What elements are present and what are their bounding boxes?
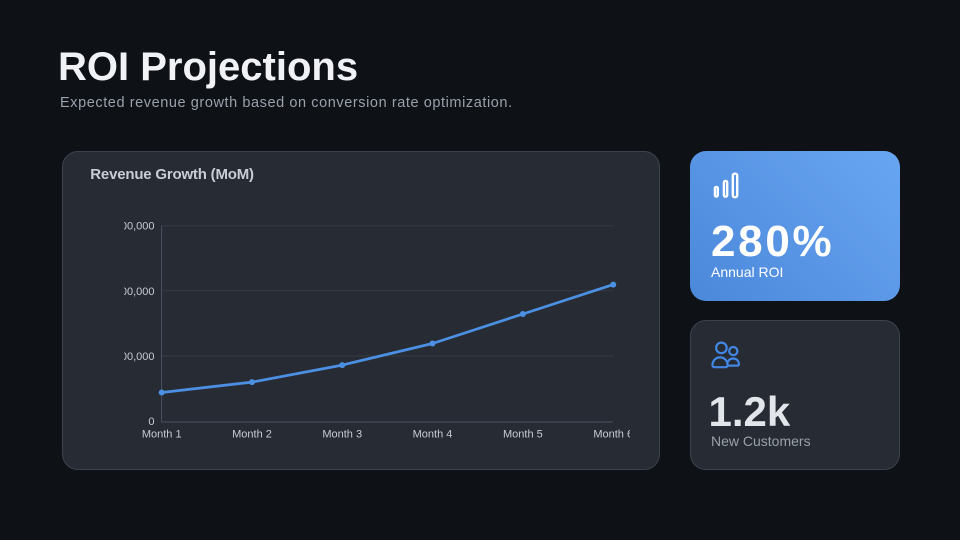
svg-text:300,000: 300,000 <box>124 221 155 233</box>
svg-text:Month 2: Month 2 <box>232 429 272 441</box>
svg-text:Month 6: Month 6 <box>593 429 630 441</box>
svg-text:Month 1: Month 1 <box>142 429 182 441</box>
svg-text:100,000: 100,000 <box>124 351 155 363</box>
svg-text:Month 3: Month 3 <box>322 429 362 441</box>
svg-text:Month 5: Month 5 <box>503 429 543 441</box>
svg-text:0: 0 <box>148 416 154 428</box>
svg-text:200,000: 200,000 <box>124 286 155 298</box>
svg-text:Month 4: Month 4 <box>413 429 453 441</box>
